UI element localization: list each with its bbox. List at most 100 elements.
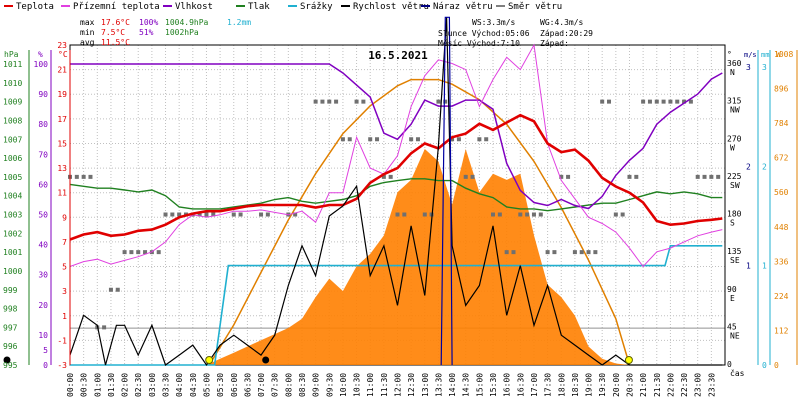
percent-tick-label: 0 — [43, 361, 48, 370]
wind-direction-point — [661, 99, 666, 104]
direction-name-label: S — [730, 219, 735, 228]
celsius-tick-label: 11 — [57, 189, 67, 198]
hpa-tick-label: 1006 — [3, 154, 22, 163]
hpa-tick-label: 1001 — [3, 248, 22, 257]
wind-speed-line — [69, 17, 723, 367]
wind-direction-point — [647, 99, 652, 104]
time-tick-label: 03:00 — [148, 373, 157, 397]
percent-tick-label: 5 — [43, 346, 48, 355]
time-tick-label: 07:00 — [257, 373, 266, 397]
time-tick-label: 23:00 — [694, 373, 703, 397]
stat-min-pressure: 1002hPa — [165, 28, 199, 37]
wind-direction-point — [347, 137, 352, 142]
time-tick-label: 16:30 — [516, 373, 525, 397]
time-tick-label: 20:00 — [612, 373, 621, 397]
time-tick-label: 02:00 — [121, 373, 130, 397]
wind-direction-point — [361, 99, 366, 104]
w-tick-label: 0 — [774, 361, 779, 370]
solar-theoretical-line — [208, 78, 631, 366]
time-tick-label: 06:30 — [243, 373, 252, 397]
wind-direction-point — [579, 250, 584, 255]
temperature-line — [69, 113, 723, 241]
axis-unit-percent: % — [38, 50, 43, 59]
percent-tick-label: 20 — [38, 301, 48, 310]
wind-direction-point — [641, 99, 646, 104]
w-tick-label: 224 — [774, 292, 789, 301]
hpa-tick-label: 1011 — [3, 60, 22, 69]
wind-direction-point — [716, 174, 721, 179]
wind-direction-point — [395, 212, 400, 217]
wind-direction-point — [340, 137, 345, 142]
time-tick-label: 20:30 — [625, 373, 634, 397]
moon-axis-marker — [3, 356, 11, 364]
time-tick-label: 19:30 — [598, 373, 607, 397]
time-tick-label: 13:00 — [421, 373, 430, 397]
w-tick-label: 896 — [774, 85, 789, 94]
wind-direction-point — [613, 212, 618, 217]
wind-direction-point — [436, 99, 441, 104]
wind-direction-point — [463, 174, 468, 179]
time-tick-label: 08:00 — [284, 373, 293, 397]
wind-direction-point — [129, 250, 134, 255]
wind-direction-point — [566, 174, 571, 179]
celsius-tick-label: 17 — [57, 115, 67, 124]
wind-direction-point — [422, 212, 427, 217]
wind-direction-point — [593, 250, 598, 255]
time-tick-label: 14:00 — [448, 373, 457, 397]
wind-direction-point — [484, 137, 489, 142]
wind-direction-point — [102, 325, 107, 330]
direction-name-label: N — [730, 68, 735, 77]
wind-direction-point — [477, 137, 482, 142]
wind-direction-point — [525, 212, 530, 217]
wind-direction-point — [559, 174, 564, 179]
time-tick-label: 09:30 — [325, 373, 334, 397]
wind-gust-line — [440, 16, 453, 366]
time-tick-label: 05:00 — [202, 373, 211, 397]
hpa-tick-label: 1007 — [3, 135, 22, 144]
percent-tick-label: 50 — [38, 211, 48, 220]
time-tick-label: 07:30 — [271, 373, 280, 397]
wind-direction-point — [211, 212, 216, 217]
w-tick-label: 112 — [774, 326, 789, 335]
wind-direction-point — [504, 250, 509, 255]
time-tick-label: 17:30 — [544, 373, 553, 397]
wind-direction-point — [634, 174, 639, 179]
info-wind-gust: WG:4.3m/s — [540, 18, 584, 27]
sunrise-marker — [205, 356, 214, 364]
wind-direction-point — [709, 174, 714, 179]
time-tick-label: 09:00 — [312, 373, 321, 397]
celsius-tick-label: 19 — [57, 90, 67, 99]
wind-direction-point — [695, 174, 700, 179]
legend-label: Náraz větru — [433, 2, 493, 12]
hpa-tick-label: 995 — [3, 361, 18, 370]
wind-direction-point — [156, 250, 161, 255]
wind-direction-point — [259, 212, 264, 217]
direction-degree-label: 315 — [727, 97, 742, 106]
wind-direction-point — [497, 212, 502, 217]
time-tick-label: 12:00 — [394, 373, 403, 397]
celsius-tick-label: 3 — [62, 287, 67, 296]
time-tick-label: 01:30 — [107, 373, 116, 397]
wind-direction-point — [415, 137, 420, 142]
wind-direction-point — [163, 212, 168, 217]
hpa-tick-label: 996 — [3, 342, 18, 351]
time-tick-label: 16:00 — [503, 373, 512, 397]
direction-degree-label: 90 — [727, 285, 737, 294]
mm-tick-label: 3 — [762, 63, 767, 72]
time-tick-label: 03:30 — [162, 373, 171, 397]
legend-label: Vlhkost — [175, 2, 213, 12]
time-tick-label: 21:30 — [653, 373, 662, 397]
time-tick-label: 11:00 — [366, 373, 375, 397]
stat-max-pressure: 1004.9hPa — [165, 18, 209, 27]
time-tick-label: 18:00 — [557, 373, 566, 397]
hpa-tick-label: 998 — [3, 305, 18, 314]
direction-name-label: W — [730, 143, 735, 152]
celsius-tick-label: 9 — [62, 213, 67, 222]
direction-degree-label: 45 — [727, 322, 737, 331]
direction-degree-label: 135 — [727, 247, 742, 256]
markers — [3, 356, 633, 364]
wind-direction-point — [108, 287, 113, 292]
direction-degree-label: 360 — [727, 59, 742, 68]
hpa-tick-label: 1002 — [3, 229, 22, 238]
time-tick-label: 10:30 — [353, 373, 362, 397]
